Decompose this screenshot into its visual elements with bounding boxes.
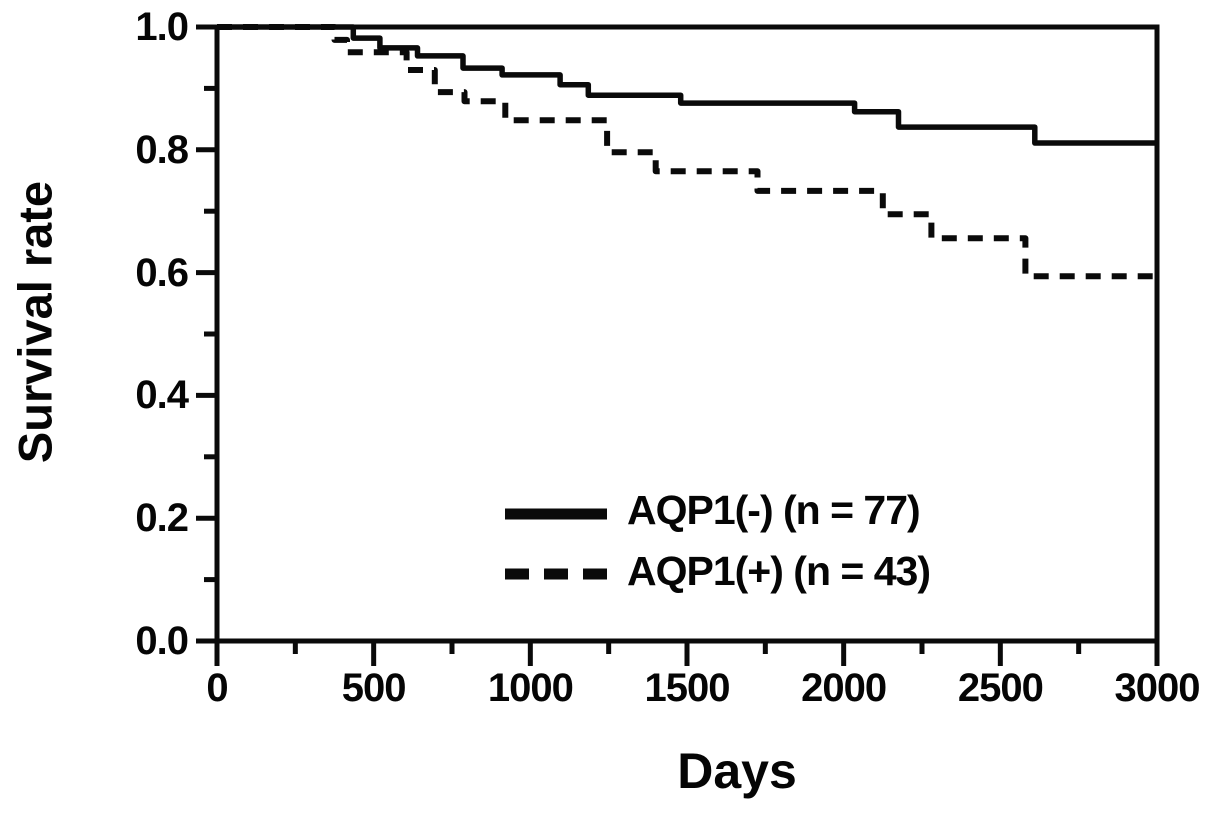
y-tick-label: 0.2: [135, 496, 189, 541]
y-axis-title: Survival rate: [8, 180, 62, 464]
legend-label-aqp1-negative: AQP1(-) (n = 77): [627, 487, 921, 533]
survival-curve-aqp1-positive: [217, 24, 1157, 280]
x-tick-label: 500: [341, 666, 407, 710]
legend-label-aqp1-positive: AQP1(+) (n = 43): [627, 548, 931, 594]
y-tick-label: 0.4: [135, 373, 189, 418]
x-tick-label: 3000: [1114, 666, 1201, 710]
x-tick-label: 0: [206, 666, 228, 710]
x-tick-label: 2000: [801, 666, 887, 710]
x-tick-label: 2500: [957, 666, 1044, 710]
x-tick-label: 1500: [644, 666, 731, 710]
y-tick-label: 0.0: [135, 619, 189, 663]
x-axis-title: Days: [677, 743, 797, 799]
x-tick-label: 1000: [487, 666, 574, 710]
survival-curve-aqp1-negative: [217, 24, 1157, 146]
y-tick-label: 0.8: [135, 127, 189, 172]
y-tick-label: 1.0: [135, 5, 189, 49]
y-tick-label: 0.6: [135, 250, 189, 295]
